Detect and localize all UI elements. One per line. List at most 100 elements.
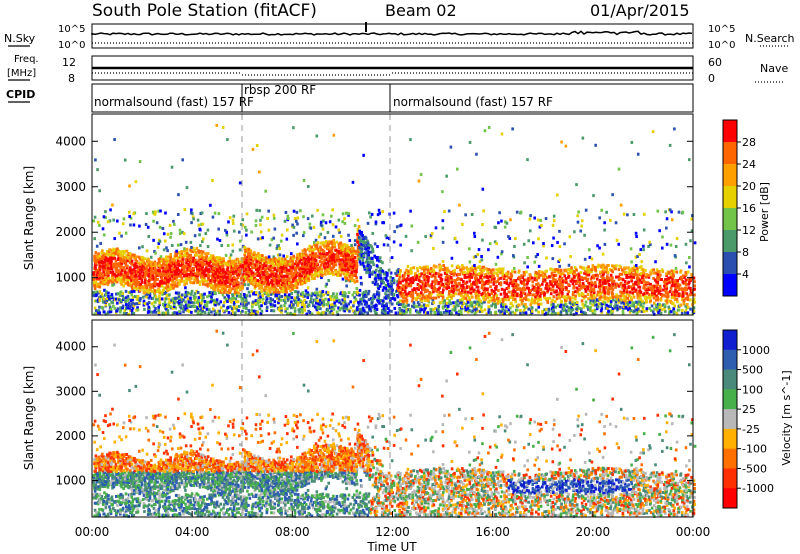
power-echo-cell bbox=[600, 274, 603, 278]
power-echo-cell bbox=[399, 299, 402, 303]
power-echo-cell bbox=[177, 193, 180, 197]
power-echo-cell bbox=[224, 281, 227, 285]
power-echo-cell bbox=[421, 295, 425, 299]
power-echo-cell bbox=[514, 279, 518, 283]
power-echo-cell bbox=[452, 287, 456, 291]
power-echo-cell bbox=[164, 270, 168, 274]
power-echo-cell bbox=[444, 304, 447, 308]
power-echo-cell bbox=[406, 264, 410, 268]
power-echo-cell bbox=[608, 276, 611, 280]
power-echo-cell bbox=[218, 281, 221, 285]
power-echo-cell bbox=[237, 304, 241, 308]
power-echo-cell bbox=[221, 289, 224, 293]
power-echo-cell bbox=[623, 286, 627, 290]
power-echo-cell bbox=[163, 286, 166, 290]
power-echo-cell bbox=[379, 298, 383, 302]
power-echo-cell bbox=[480, 305, 483, 309]
power-echo-cell bbox=[173, 272, 176, 276]
power-echo-cell bbox=[432, 301, 436, 305]
power-echo-cell bbox=[401, 284, 405, 288]
power-echo-cell bbox=[96, 272, 99, 276]
power-echo-cell bbox=[188, 265, 192, 269]
power-echo-cell bbox=[230, 259, 234, 263]
power-echo-cell bbox=[220, 281, 224, 285]
power-echo-cell bbox=[569, 255, 572, 259]
power-echo-cell bbox=[95, 259, 98, 263]
power-echo-cell bbox=[602, 296, 606, 300]
power-echo-cell bbox=[554, 305, 557, 309]
power-echo-cell bbox=[607, 287, 611, 291]
power-echo-cell bbox=[539, 287, 543, 291]
power-echo-cell bbox=[312, 292, 315, 296]
power-echo-cell bbox=[497, 288, 500, 292]
power-echo-cell bbox=[344, 274, 348, 278]
power-echo-cell bbox=[629, 247, 633, 251]
power-echo-cell bbox=[325, 243, 329, 247]
power-echo-cell bbox=[282, 288, 286, 292]
power-echo-cell bbox=[182, 267, 186, 271]
power-echo-cell bbox=[630, 140, 634, 144]
power-echo-cell bbox=[234, 297, 238, 301]
power-echo-cell bbox=[521, 276, 525, 280]
power-echo-cell bbox=[505, 309, 509, 313]
power-echo-cell bbox=[361, 234, 364, 238]
power-echo-cell bbox=[204, 273, 208, 277]
power-echo-cell bbox=[175, 269, 179, 273]
power-echo-cell bbox=[469, 269, 472, 273]
power-echo-cell bbox=[164, 255, 168, 259]
power-echo-cell bbox=[258, 266, 262, 270]
power-echo-cell bbox=[408, 278, 411, 282]
power-echo-cell bbox=[259, 281, 262, 285]
power-echo-cell bbox=[453, 268, 456, 272]
power-echo-cell bbox=[133, 295, 137, 299]
power-echo-cell bbox=[217, 227, 220, 231]
power-echo-cell bbox=[611, 193, 614, 197]
power-echo-cell bbox=[119, 308, 123, 312]
power-echo-cell bbox=[105, 299, 109, 303]
power-echo-cell bbox=[439, 267, 443, 271]
power-echo-cell bbox=[305, 279, 308, 283]
power-echo-cell bbox=[553, 270, 556, 274]
power-echo-cell bbox=[505, 272, 508, 276]
power-echo-cell bbox=[375, 307, 379, 311]
power-echo-cell bbox=[596, 274, 600, 278]
power-echo-cell bbox=[420, 308, 423, 312]
power-echo-cell bbox=[473, 276, 477, 280]
power-echo-cell bbox=[425, 304, 428, 308]
power-echo-cell bbox=[296, 293, 300, 297]
power-echo-cell bbox=[177, 262, 181, 266]
power-echo-cell bbox=[181, 307, 185, 311]
power-echo-cell bbox=[476, 289, 480, 293]
power-echo-cell bbox=[317, 268, 320, 272]
power-echo-cell bbox=[441, 305, 445, 309]
power-echo-cell bbox=[210, 297, 213, 301]
power-echo-cell bbox=[228, 216, 232, 220]
power-echo-cell bbox=[623, 297, 626, 301]
power-echo-cell bbox=[120, 234, 123, 238]
power-echo-cell bbox=[527, 293, 530, 297]
power-echo-cell bbox=[457, 288, 461, 292]
power-echo-cell bbox=[127, 268, 131, 272]
power-echo-cell bbox=[273, 274, 276, 278]
power-echo-cell bbox=[346, 273, 350, 277]
power-echo-cell bbox=[299, 252, 302, 256]
power-echo-cell bbox=[174, 291, 178, 295]
power-echo-cell bbox=[417, 303, 421, 307]
power-echo-cell bbox=[105, 270, 109, 274]
power-echo-cell bbox=[353, 260, 356, 264]
power-echo-cell bbox=[136, 282, 140, 286]
power-echo-cell bbox=[535, 271, 539, 275]
power-echo-cell bbox=[510, 274, 514, 278]
power-echo-cell bbox=[580, 224, 583, 228]
power-echo-cell bbox=[553, 290, 556, 294]
power-echo-cell bbox=[195, 246, 199, 250]
power-echo-cell bbox=[498, 300, 502, 304]
power-echo-cell bbox=[324, 272, 327, 276]
power-echo-cell bbox=[368, 272, 371, 276]
power-echo-cell bbox=[331, 242, 335, 246]
power-echo-cell bbox=[226, 300, 229, 304]
power-echo-cell bbox=[558, 264, 561, 268]
power-echo-cell bbox=[606, 275, 609, 279]
power-echo-cell bbox=[600, 310, 604, 314]
